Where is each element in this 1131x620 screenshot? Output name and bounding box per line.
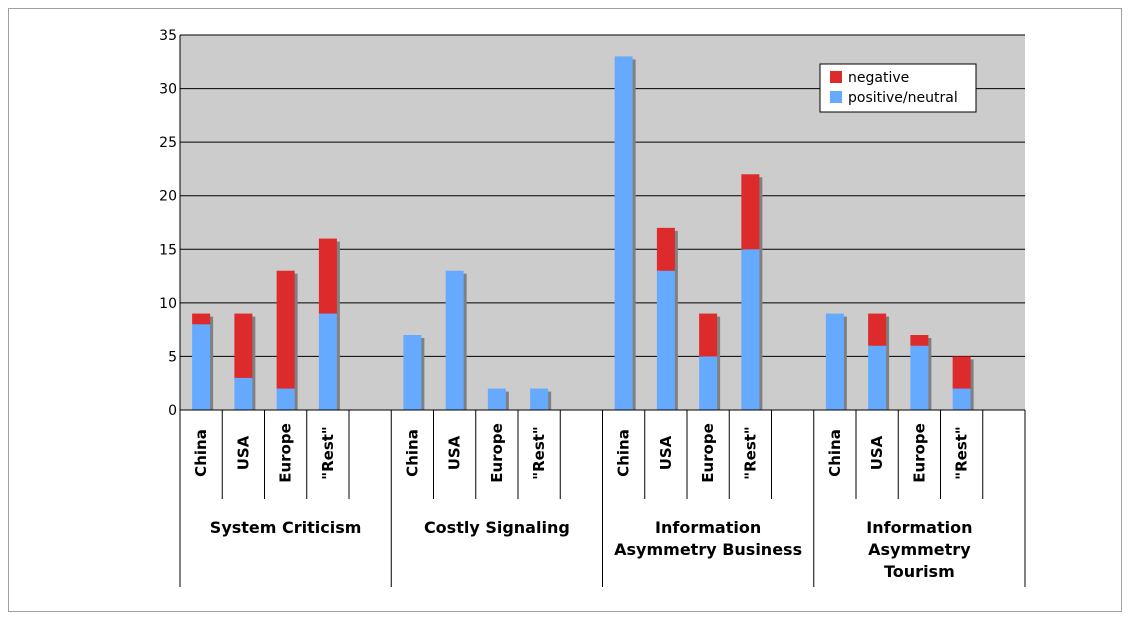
bar-negative [318,238,337,314]
bar-positive-neutral [445,270,464,410]
category-label: "Rest" [319,426,337,479]
group-label: Information [655,518,761,537]
bar-positive-neutral [234,377,253,410]
bar-positive-neutral [825,313,844,410]
group-label: System Criticism [210,518,362,537]
y-tick-label: 30 [159,82,177,98]
category-label: Europe [699,423,717,483]
category-label: "Rest" [741,426,759,479]
bar-negative [276,270,295,389]
bar-positive-neutral [741,249,760,410]
bar-positive-neutral [868,345,887,410]
bar-negative [868,313,887,346]
bar-negative [741,174,760,250]
legend-label: negative [848,70,909,86]
bar-positive-neutral [318,313,337,410]
legend-swatch [830,91,842,103]
group-label: Costly Signaling [424,518,570,537]
group-label: Tourism [884,562,955,581]
stacked-bar-chart: 0 5 10 15 20 25 30 35 China USA Europe "Rest" China U… [159,28,1026,587]
legend-box [819,63,977,113]
bar-positive-neutral [276,388,295,410]
group-label: Asymmetry Business [614,540,802,559]
category-label: China [826,429,844,477]
category-label: Europe [910,423,928,483]
y-tick-label: 15 [159,242,177,258]
y-tick-label: 35 [159,28,177,44]
bar-positive-neutral [952,388,971,410]
bar-positive-neutral [530,388,549,410]
category-label: USA [868,435,886,470]
bar-positive-neutral [910,345,929,410]
chart-frame: 0 5 10 15 20 25 30 35 China USA Europe "Rest" China U… [8,8,1122,612]
y-tick-label: 10 [159,296,177,312]
legend-swatch [830,71,842,83]
bar-positive-neutral [614,56,633,411]
category-label: USA [446,435,464,470]
bar-negative [952,356,971,389]
y-tick-label: 5 [168,349,177,365]
bar-positive-neutral [403,335,422,410]
category-label: USA [234,435,252,470]
y-tick-label: 25 [159,135,177,151]
category-label: Europe [488,423,506,483]
legend: negative positive/neutral [819,63,977,113]
axes: 0 5 10 15 20 25 30 35 China USA Europe "Rest" China U… [159,28,1026,587]
bar-positive-neutral [699,356,718,410]
group-label: Information [866,518,972,537]
category-label: "Rest" [953,426,971,479]
category-label: Europe [277,423,295,483]
bars [192,56,974,411]
bar-negative [699,313,718,357]
group-label: Asymmetry [868,540,971,559]
bar-positive-neutral [192,324,211,410]
y-tick-label: 0 [168,403,177,419]
bar-positive-neutral [487,388,506,410]
bar-negative [234,313,253,378]
bar-positive-neutral [656,270,675,410]
bar-negative [656,227,675,271]
bar-negative [910,335,929,346]
category-label: "Rest" [530,426,548,479]
category-label: USA [657,435,675,470]
category-label: China [192,429,210,477]
legend-label: positive/neutral [848,90,958,106]
y-tick-label: 20 [159,189,177,205]
category-label: China [615,429,633,477]
category-label: China [403,429,421,477]
bar-negative [192,313,211,325]
